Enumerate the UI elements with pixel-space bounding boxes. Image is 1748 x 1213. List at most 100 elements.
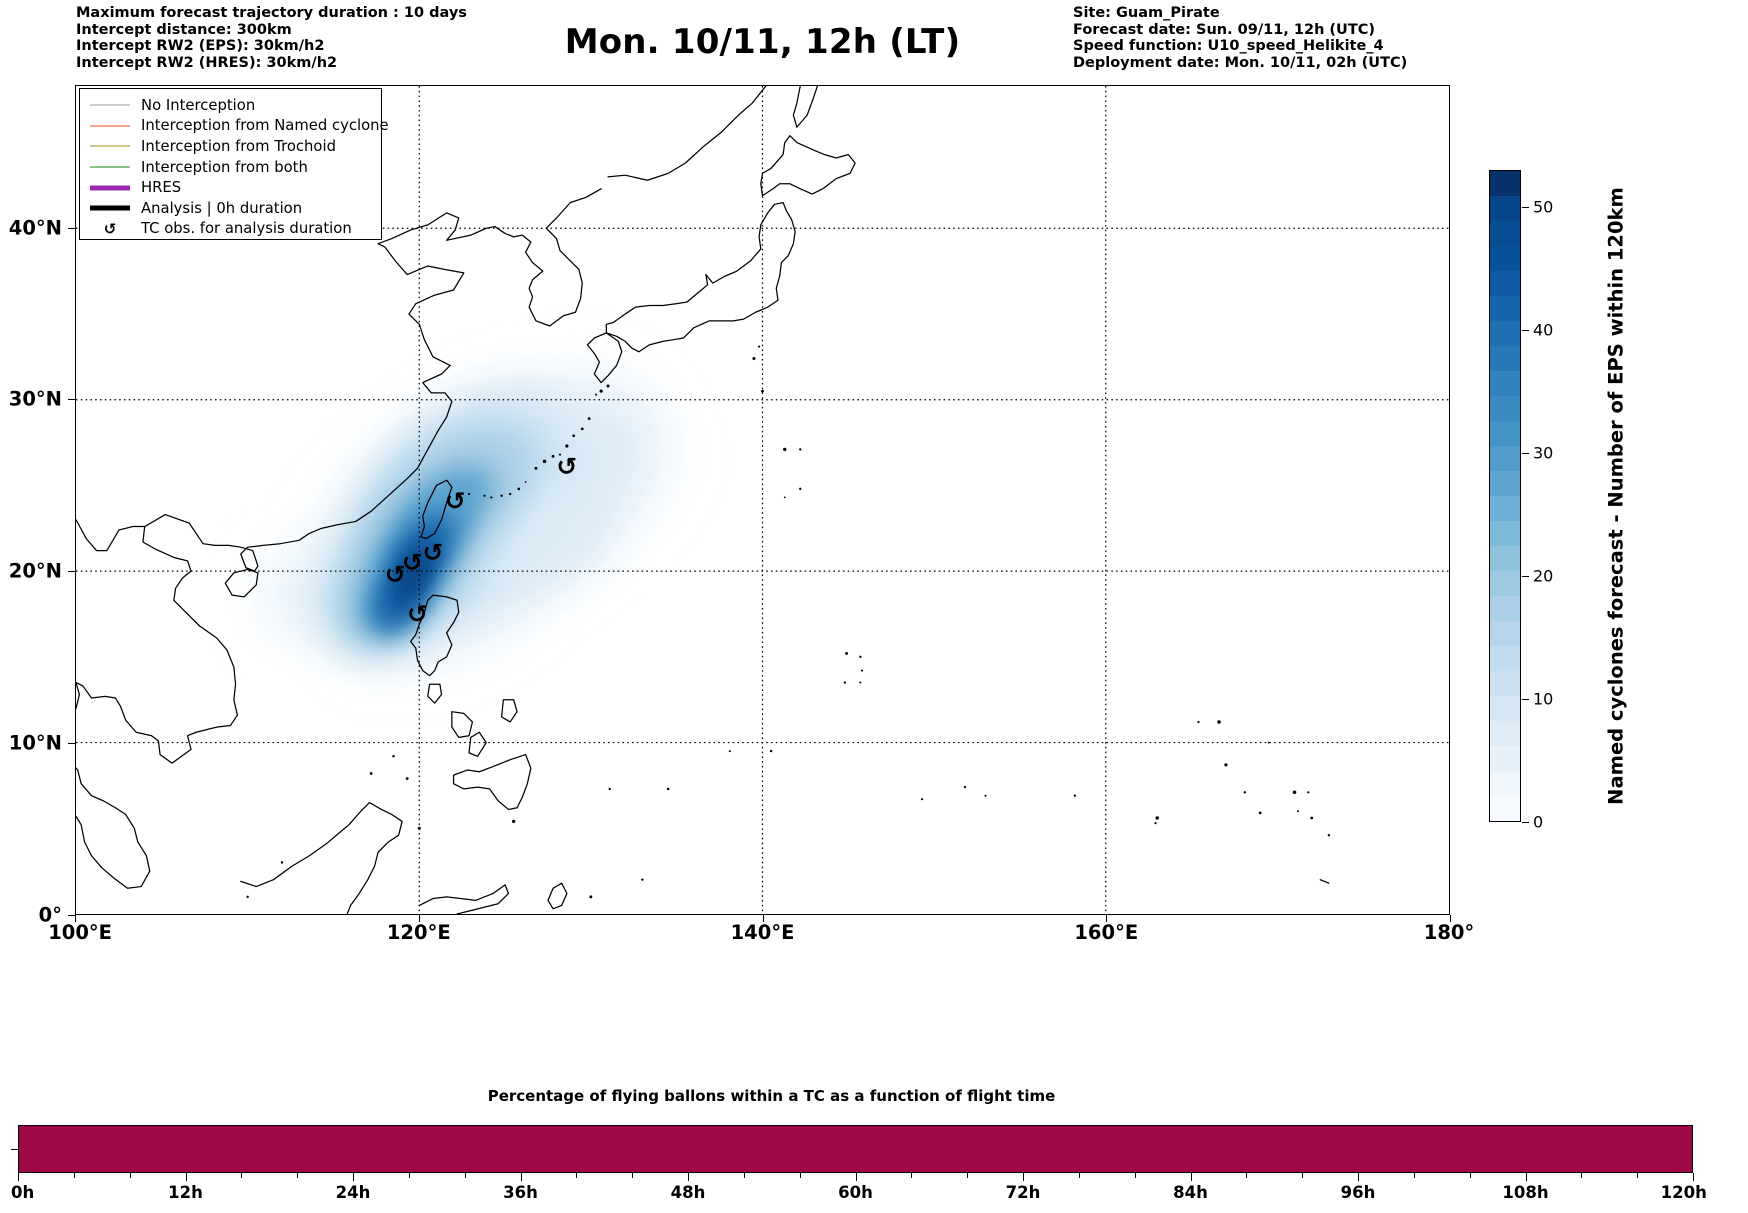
legend-label: Interception from Named cyclone — [141, 118, 389, 133]
legend-line-swatch — [88, 198, 132, 218]
colorbar-cell — [1490, 771, 1520, 796]
legend-label: Interception from Trochoid — [141, 139, 336, 154]
colorbar-cell — [1490, 596, 1520, 621]
tc-chart-tick-label: 108h — [1502, 1183, 1548, 1202]
colorbar-tick — [1522, 207, 1529, 208]
tc-percentage-chart[interactable] — [18, 1125, 1693, 1173]
header-site-line: Site: Guam_Pirate — [1073, 5, 1407, 22]
colorbar-tick-label: 50 — [1533, 197, 1553, 216]
colorbar-tick — [1522, 822, 1529, 823]
longitude-tick-mark — [1450, 915, 1451, 922]
legend-line-swatch — [88, 157, 132, 177]
tc-chart-minor-tick — [409, 1173, 410, 1178]
tc-chart-major-tick — [1191, 1173, 1192, 1181]
colorbar: 0 10 20 30 40 50 — [1489, 170, 1525, 822]
colorbar-cell — [1490, 271, 1520, 296]
tc-chart-tick-label: 12h — [168, 1183, 203, 1202]
tc-chart-major-tick — [688, 1173, 689, 1181]
tc-observation-icon: ↺ — [423, 538, 444, 567]
colorbar-cell — [1490, 196, 1520, 221]
colorbar-tick-label: 10 — [1533, 689, 1553, 708]
tc-chart-tick-label: 36h — [503, 1183, 538, 1202]
header-param-line: Maximum forecast trajectory duration : 1… — [76, 5, 467, 22]
legend-line-swatch — [88, 136, 132, 156]
tc-chart-major-tick — [1023, 1173, 1024, 1181]
tc-chart-minor-tick — [297, 1173, 298, 1178]
map-legend: No Interception Interception from Named c… — [79, 88, 382, 240]
colorbar-cell — [1490, 696, 1520, 721]
tc-chart-minor-tick — [1135, 1173, 1136, 1178]
tc-chart-minor-tick — [1302, 1173, 1303, 1178]
longitude-tick-mark — [75, 915, 76, 922]
tc-chart-minor-tick — [1079, 1173, 1080, 1178]
tc-chart-tick-label: 48h — [671, 1183, 706, 1202]
tc-chart-tick-label: 0h — [11, 1183, 34, 1202]
tc-chart-major-tick — [521, 1173, 522, 1181]
latitude-tick-label: 10°N — [9, 732, 62, 755]
legend-line-swatch — [88, 178, 132, 198]
longitude-tick-label: 140°E — [731, 921, 795, 944]
colorbar-cell — [1490, 521, 1520, 546]
colorbar-cell — [1490, 346, 1520, 371]
colorbar-tick — [1522, 699, 1529, 700]
longitude-tick-label: 160°E — [1074, 921, 1138, 944]
tc-observation-icon: ↺ — [407, 600, 428, 629]
tc-observation-icon: ↺ — [445, 486, 466, 515]
tc-chart-tick-label: 120h — [1661, 1183, 1707, 1202]
colorbar-cell — [1490, 171, 1520, 196]
latitude-axis: 0° 10°N 20°N 30°N 40°N — [0, 0, 70, 1213]
legend-line-swatch — [88, 95, 132, 115]
legend-line-swatch — [88, 116, 132, 136]
tc-observation-icon: ↺ — [385, 560, 406, 589]
longitude-tick-mark — [419, 915, 420, 922]
tc-chart-tick-label: 60h — [838, 1183, 873, 1202]
tc-chart-major-tick — [353, 1173, 354, 1181]
longitude-tick-label: 120°E — [387, 921, 451, 944]
legend-label: Analysis | 0h duration — [141, 201, 302, 216]
longitude-axis: 100°E 120°E 140°E 160°E 180° — [0, 921, 1748, 951]
tc-chart-minor-tick — [465, 1173, 466, 1178]
legend-row: No Interception — [88, 95, 373, 116]
tc-chart-major-tick — [1526, 1173, 1527, 1181]
tc-observation-icon: ↺ — [88, 220, 132, 238]
longitude-tick-label: 100°E — [48, 921, 112, 944]
colorbar-label: Named cyclones forecast - Number of EPS … — [1605, 187, 1628, 805]
tc-chart-major-tick — [18, 1173, 19, 1181]
colorbar-cell — [1490, 496, 1520, 521]
legend-row: ↺ TC obs. for analysis duration — [88, 219, 373, 240]
tc-chart-tick-label: 84h — [1173, 1183, 1208, 1202]
tc-chart-minor-tick — [130, 1173, 131, 1178]
latitude-tick-mark — [68, 571, 75, 572]
colorbar-cell — [1490, 296, 1520, 321]
tc-chart-major-tick — [1693, 1173, 1694, 1181]
colorbar-cell — [1490, 746, 1520, 771]
tc-chart-minor-tick — [241, 1173, 242, 1178]
colorbar-cell — [1490, 396, 1520, 421]
tc-chart-major-tick — [856, 1173, 857, 1181]
colorbar-tick-label: 0 — [1533, 813, 1543, 832]
latitude-tick-label: 30°N — [9, 388, 62, 411]
tc-chart-title: Percentage of flying ballons within a TC… — [0, 1087, 1543, 1105]
tc-percentage-bar — [19, 1126, 1693, 1172]
tc-chart-x-axis: 0h 12h 24h 36h 48h 60h 72h 84h 96h 108h 120h — [18, 1173, 1693, 1207]
tc-chart-major-tick — [186, 1173, 187, 1181]
colorbar-gradient — [1489, 170, 1521, 822]
header-speed-function-line: Speed function: U10_speed_Helikite_4 — [1073, 38, 1407, 55]
legend-row: Interception from Trochoid — [88, 136, 373, 157]
header-site-block: Site: Guam_Pirate Forecast date: Sun. 09… — [1073, 5, 1407, 71]
colorbar-tick — [1522, 453, 1529, 454]
latitude-tick-mark — [68, 743, 75, 744]
legend-label: Interception from both — [141, 160, 308, 175]
latitude-tick-label: 40°N — [9, 216, 62, 239]
colorbar-cell — [1490, 221, 1520, 246]
tc-chart-minor-tick — [800, 1173, 801, 1178]
tc-chart-minor-tick — [744, 1173, 745, 1178]
legend-row: Interception from both — [88, 157, 373, 178]
tc-chart-tick-label: 96h — [1341, 1183, 1376, 1202]
colorbar-tick — [1522, 330, 1529, 331]
latitude-tick-mark — [68, 915, 75, 916]
tc-chart-major-tick — [1358, 1173, 1359, 1181]
colorbar-cell — [1490, 321, 1520, 346]
tc-chart-tick-label: 24h — [336, 1183, 371, 1202]
latitude-tick-label: 20°N — [9, 560, 62, 583]
